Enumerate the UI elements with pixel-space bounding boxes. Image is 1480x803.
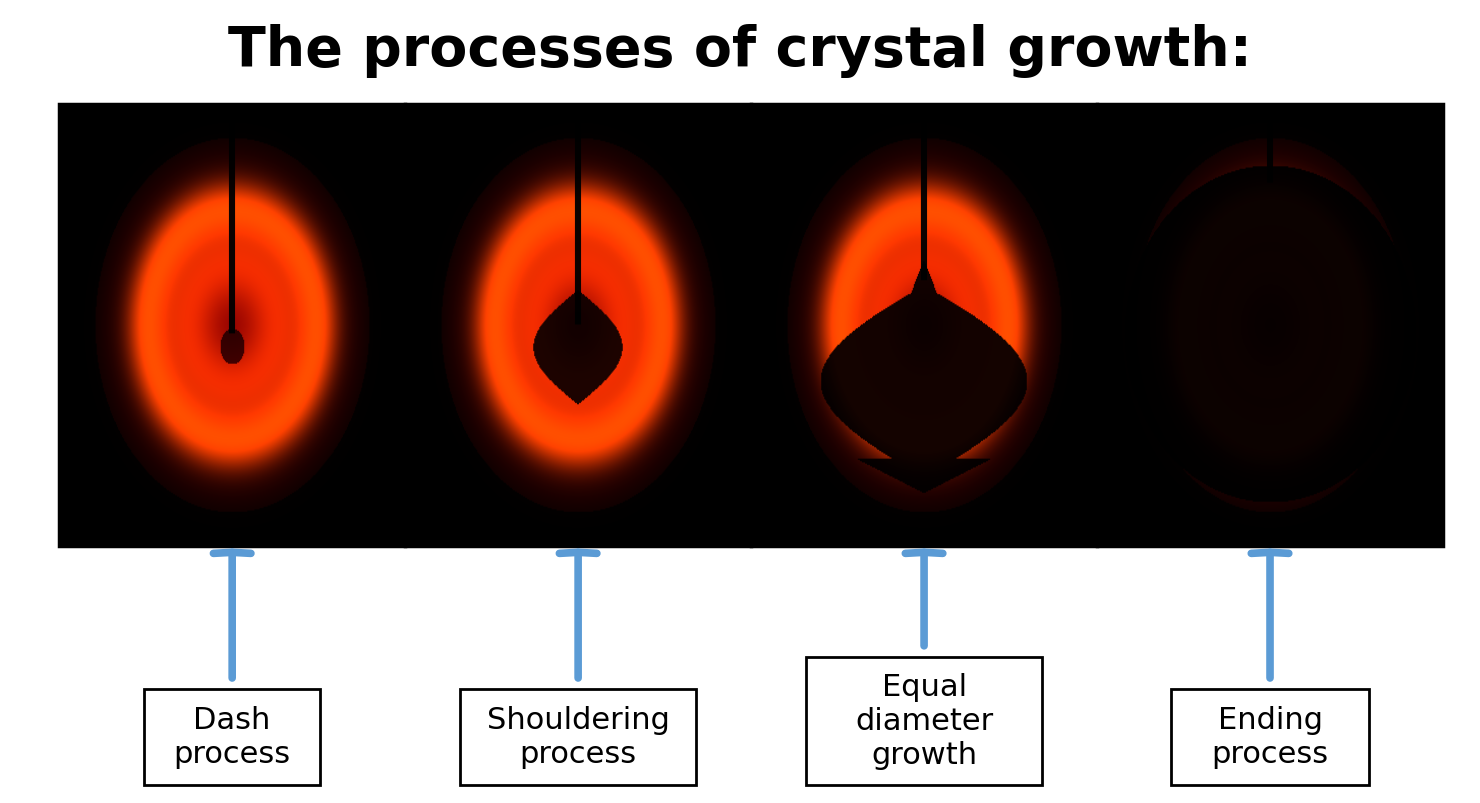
FancyBboxPatch shape <box>144 689 320 785</box>
FancyBboxPatch shape <box>460 689 696 785</box>
Text: Equal
diameter
growth: Equal diameter growth <box>855 673 993 768</box>
Text: Dash
process: Dash process <box>173 706 290 768</box>
FancyBboxPatch shape <box>807 657 1042 785</box>
Bar <box>59 104 1443 546</box>
Text: The processes of crystal growth:: The processes of crystal growth: <box>228 24 1252 78</box>
Text: Ending
process: Ending process <box>1212 706 1329 768</box>
Text: Shouldering
process: Shouldering process <box>487 706 669 768</box>
FancyBboxPatch shape <box>1171 689 1369 785</box>
